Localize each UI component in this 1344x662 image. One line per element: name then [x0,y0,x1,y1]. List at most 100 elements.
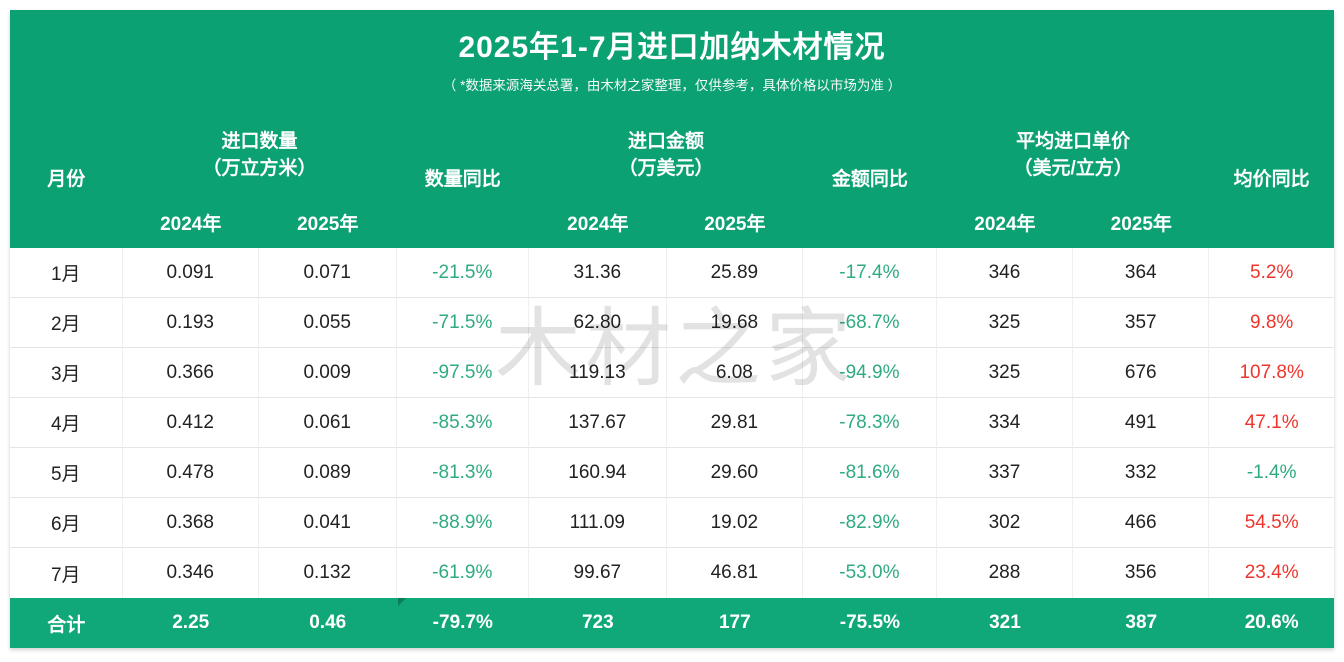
table-cell: 25.89 [666,248,804,298]
table-cell: -82.9% [803,498,937,548]
table-cell: 0.412 [122,398,259,448]
table-cell: 47.1% [1209,398,1334,448]
table-cell: 54.5% [1209,498,1334,548]
table-cell: 6月 [10,498,123,548]
table-cell: 0.132 [259,548,397,598]
total-cell: -75.5% [839,612,900,633]
table-cell: 19.02 [666,498,804,548]
year-header-qty-2024: 2024年 [160,213,222,235]
table-cell: 2月 [10,298,123,348]
table-cell: -53.0% [803,548,937,598]
table-cell: -71.5% [396,298,529,348]
average-price-unit: （美元/立方） [1013,158,1133,179]
column-header-price-yoy: 均价同比 [1233,168,1310,190]
table-cell: 325 [936,298,1074,348]
table-cell: 491 [1073,398,1210,448]
table-cell: 0.368 [122,498,259,548]
column-group-import-quantity: 进口数量 （万立方米） [123,110,397,200]
table-cell: -85.3% [396,398,529,448]
table-cell: -97.5% [396,348,529,398]
table-cell: 466 [1073,498,1210,548]
column-header-amount-yoy: 金额同比 [831,168,908,190]
table-cell: 325 [936,348,1074,398]
table-cell: 0.055 [258,298,397,348]
table-cell: 7月 [10,548,123,598]
table-header: 2025年1-7月进口加纳木材情况 （ *数据来源海关总署，由木材之家整理，仅供… [10,10,1334,248]
table-cell: 160.94 [528,448,667,498]
year-header-amount-2025: 2025年 [704,213,766,235]
table-cell: 29.81 [666,398,804,448]
table-cell: 0.041 [258,498,397,548]
table-cell: 0.091 [122,248,259,298]
table-cell: 137.67 [528,398,667,448]
table-cell: -94.9% [803,348,937,398]
table-cell: 332 [1073,448,1210,498]
table-cell: 364 [1073,248,1210,298]
table-cell: 119.13 [528,348,667,398]
table-row: 7月 0.346 0.132 -61.9% 99.67 46.81 -53.0%… [10,548,1334,598]
table-cell: -81.3% [396,448,529,498]
table-cell: 23.4% [1244,562,1299,583]
table-cell: -1.4% [1209,448,1334,498]
table-cell: 0.366 [122,348,259,398]
table-row: 5月 0.478 0.089 -81.3% 160.94 29.60 -81.6… [10,448,1334,498]
table-cell: 46.81 [667,548,804,598]
table-cell: 62.80 [528,298,667,348]
table-cell: 0.061 [258,398,397,448]
import-amount-unit: （万美元） [618,158,714,179]
table-cell: 346 [936,248,1074,298]
year-header-amount-2024: 2024年 [567,213,629,235]
title-area: 2025年1-7月进口加纳木材情况 （ *数据来源海关总署，由木材之家整理，仅供… [10,10,1334,110]
table-cell: -61.9% [397,548,529,598]
year-header-price-2024: 2024年 [974,213,1036,235]
table-cell: 99.67 [529,548,667,598]
table-cell: -17.4% [803,248,937,298]
import-quantity-unit: （万立方米） [202,158,317,179]
table-cell: 337 [936,448,1074,498]
table-cell: -68.7% [803,298,937,348]
total-cell: -79.7% [397,598,529,648]
table-cell: 0.071 [258,248,397,298]
table-cell: 3月 [10,348,123,398]
total-cell: 177 [718,612,751,633]
column-header-quantity-yoy: 数量同比 [424,168,501,190]
column-group-average-price: 平均进口单价 （美元/立方） [937,110,1210,200]
table-cell: -81.6% [803,448,937,498]
page-title: 2025年1-7月进口加纳木材情况 [458,31,886,64]
column-header-grid: 月份 进口数量 （万立方米） 数量同比 进口金额 （万美元） 金额同比 平均进口… [10,110,1334,248]
year-header-qty-2025: 2025年 [297,213,359,235]
table-row: 6月 0.368 0.041 -88.9% 111.09 19.02 -82.9… [10,498,1334,548]
column-group-import-amount: 进口金额 （万美元） [529,110,803,200]
column-header-month: 月份 [47,168,86,190]
table-row: 3月 0.366 0.009 -97.5% 119.13 6.08 -94.9%… [10,348,1334,398]
table-cell: 31.36 [528,248,667,298]
table-cell: 29.60 [666,448,804,498]
timber-import-table: 2025年1-7月进口加纳木材情况 （ *数据来源海关总署，由木材之家整理，仅供… [10,10,1334,648]
table-cell: 0.089 [258,448,397,498]
table-cell: 1月 [10,248,123,298]
total-cell: 合计 [47,614,86,636]
table-cell: -78.3% [803,398,937,448]
table-cell: 356 [1073,548,1210,598]
total-cell: 2.25 [172,612,210,633]
table-cell: 676 [1073,348,1210,398]
table-row: 1月 0.091 0.071 -21.5% 31.36 25.89 -17.4%… [10,248,1334,298]
average-price-label: 平均进口单价 [1016,131,1131,152]
comment-corner-marker [397,598,406,606]
total-cell: 20.6% [1244,612,1299,633]
total-cell: 387 [1125,612,1158,633]
table-cell: 111.09 [528,498,667,548]
table-cell: 6.08 [666,348,804,398]
table-cell: 357 [1073,298,1210,348]
import-quantity-label: 进口数量 [221,131,298,152]
table-cell: 334 [936,398,1074,448]
table-cell: 0.346 [123,548,259,598]
total-row: 合计 2.25 0.46 -79.7% 723 177 -75.5% 321 3… [10,598,1334,648]
total-cell: 723 [581,612,614,633]
table-cell: 0.193 [122,298,259,348]
table-cell: 288 [937,548,1074,598]
table-cell: 4月 [10,398,123,448]
table-cell: 302 [936,498,1074,548]
table-cell: 19.68 [666,298,804,348]
table-cell: -21.5% [396,248,529,298]
